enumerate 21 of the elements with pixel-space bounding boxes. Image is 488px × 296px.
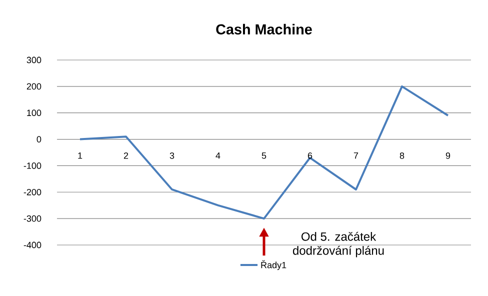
y-tick-label: 0: [36, 136, 42, 142]
y-tick-label: 100: [27, 110, 42, 116]
y-tick-label: 200: [26, 83, 42, 90]
x-tick-label: 9: [446, 152, 450, 159]
x-tick-label: 4: [216, 152, 220, 159]
annotation: Od 5. začátek dodržování plánu: [292, 232, 384, 258]
x-tick-label: 7: [354, 152, 358, 159]
x-tick-label: 3: [170, 152, 174, 159]
y-tick-label: -400: [24, 242, 42, 248]
chart-title: Cash Machine: [216, 24, 312, 34]
y-tick-label: -100: [24, 162, 42, 169]
y-tick-label: 300: [26, 56, 42, 64]
y-tick-label: -200: [24, 188, 42, 196]
x-tick-label: 1: [78, 152, 82, 159]
x-tick-label: 5: [262, 152, 266, 159]
line-series: [79, 85, 449, 220]
x-tick-label: 8: [400, 152, 404, 159]
x-tick-label: 2: [124, 152, 128, 159]
x-tick-label: 6: [308, 152, 312, 159]
legend-label: Řady1: [261, 260, 286, 270]
y-tick-label: -300: [24, 215, 42, 222]
